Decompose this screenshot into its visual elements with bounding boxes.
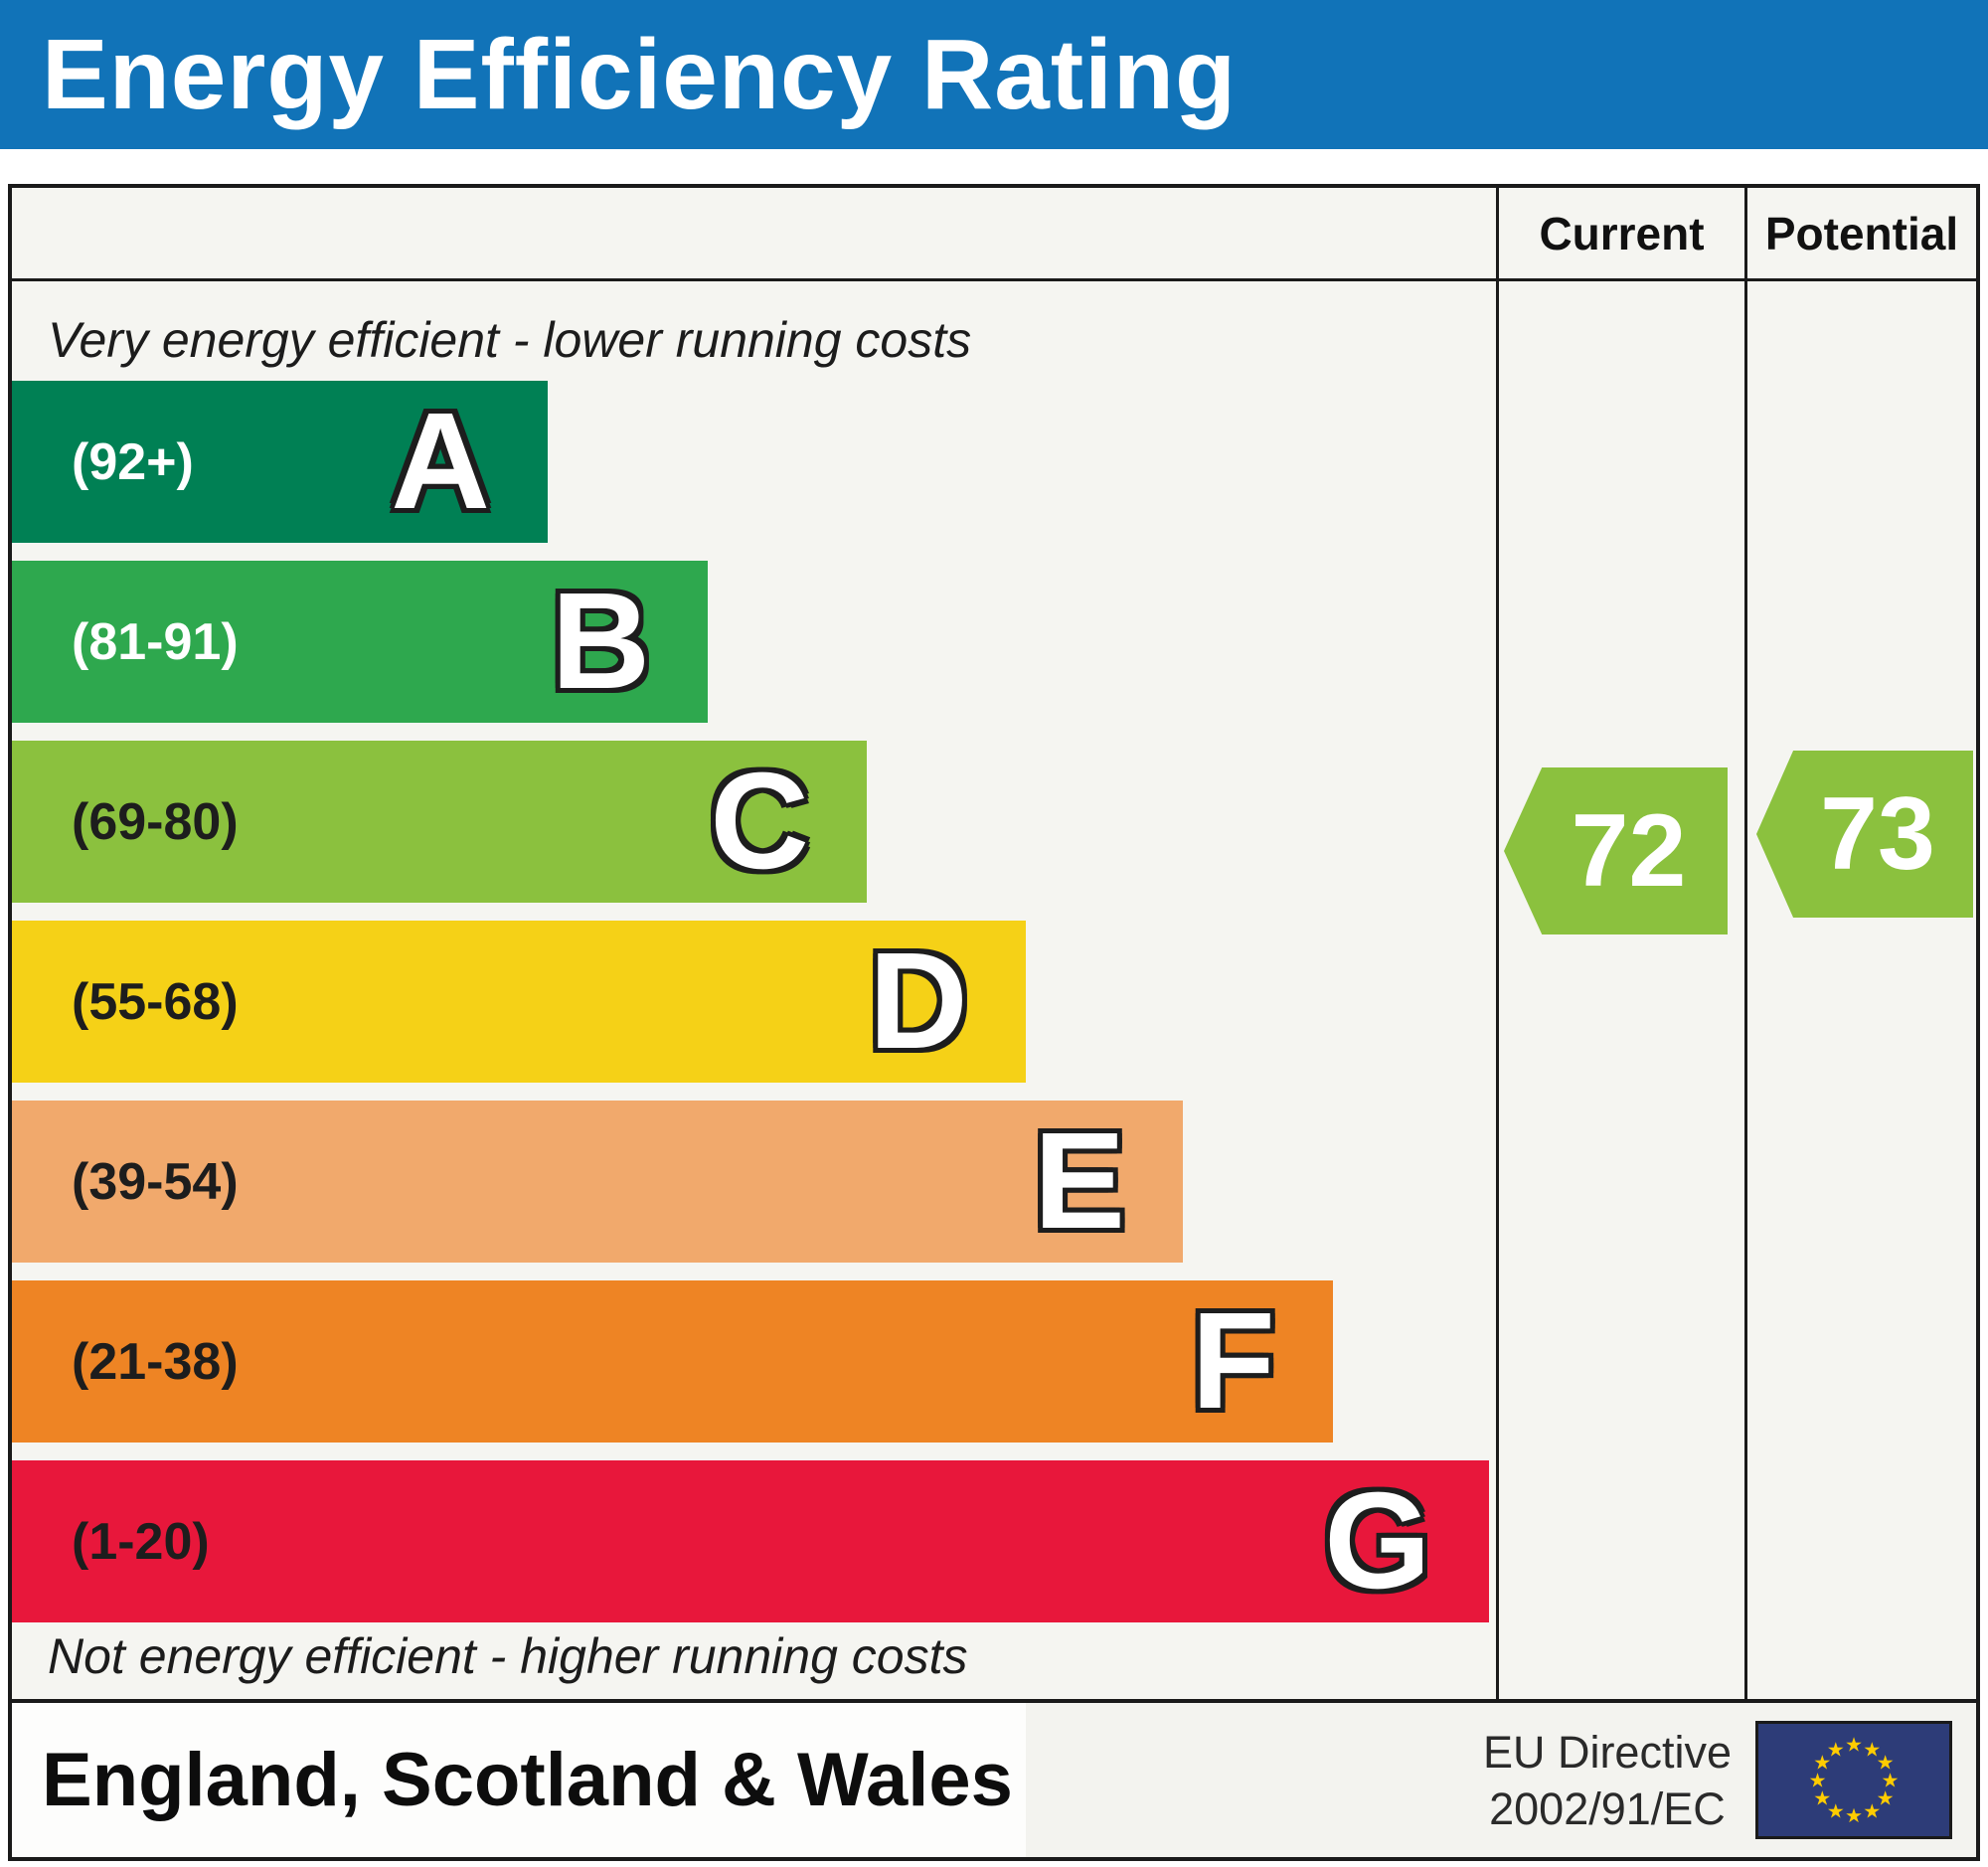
svg-text:★: ★: [1877, 1786, 1895, 1810]
current-rating-value: 72: [1571, 792, 1687, 909]
svg-text:★: ★: [1808, 1769, 1826, 1792]
svg-text:★: ★: [1845, 1803, 1863, 1827]
current-rating-marker: 72: [1504, 767, 1728, 934]
band-range-label: (1-20): [72, 1512, 210, 1571]
potential-column-header: Potential: [1747, 188, 1976, 281]
caption-top: Very energy efficient - lower running co…: [48, 312, 972, 368]
current-column-header: Current: [1499, 188, 1744, 281]
band-range-label: (69-80): [72, 792, 239, 851]
svg-text:★: ★: [1813, 1786, 1831, 1810]
svg-text:★: ★: [1881, 1769, 1899, 1792]
band-list: (92+) A (81-91) B (69-80) C (55-68) D (3…: [12, 381, 1496, 1640]
band-letter: A: [391, 385, 490, 538]
chart-body: Very energy efficient - lower running co…: [12, 281, 1496, 1699]
band-bar: (69-80) C: [12, 741, 867, 903]
band-bar: (39-54) E: [12, 1101, 1183, 1263]
svg-text:★: ★: [1877, 1751, 1895, 1775]
potential-column-body: 73: [1747, 281, 1976, 1699]
band-letter: E: [1033, 1104, 1125, 1258]
svg-text:★: ★: [1863, 1738, 1881, 1762]
band-range-label: (39-54): [72, 1152, 239, 1211]
eu-directive-line2: 2002/91/EC: [1489, 1782, 1726, 1834]
band-range-label: (81-91): [72, 612, 239, 671]
svg-text:★: ★: [1845, 1733, 1863, 1757]
band-bar: (92+) A: [12, 381, 548, 543]
band-bar: (1-20) G: [12, 1460, 1489, 1622]
band-row: (69-80) C: [12, 741, 1496, 903]
rating-table: Very energy efficient - lower running co…: [8, 184, 1980, 1703]
band-row: (55-68) D: [12, 921, 1496, 1083]
title-bar: Energy Efficiency Rating: [0, 0, 1988, 149]
band-bar: (21-38) F: [12, 1280, 1333, 1443]
band-letter: G: [1324, 1464, 1431, 1617]
band-letter: B: [551, 565, 651, 718]
band-letter: F: [1191, 1284, 1275, 1438]
band-row: (21-38) F: [12, 1280, 1496, 1443]
band-letter: D: [869, 925, 968, 1078]
band-row: (81-91) B: [12, 561, 1496, 723]
caption-bottom: Not energy efficient - higher running co…: [48, 1628, 968, 1684]
band-letter: C: [710, 745, 809, 898]
potential-rating-value: 73: [1820, 775, 1935, 892]
potential-rating-marker: 73: [1756, 751, 1973, 918]
region-label: England, Scotland & Wales: [12, 1703, 1026, 1857]
current-column: Current 72: [1496, 188, 1744, 1699]
svg-text:★: ★: [1863, 1799, 1881, 1823]
band-range-label: (92+): [72, 432, 194, 491]
footer-directive-area: EU Directive 2002/91/EC ★ ★ ★ ★ ★ ★ ★ ★ …: [1026, 1703, 1976, 1857]
page-title: Energy Efficiency Rating: [42, 18, 1238, 130]
current-column-body: 72: [1499, 281, 1744, 1699]
potential-column: Potential 73: [1744, 188, 1976, 1699]
footer: England, Scotland & Wales EU Directive 2…: [8, 1703, 1980, 1861]
band-range-label: (21-38): [72, 1332, 239, 1391]
band-row: (1-20) G: [12, 1460, 1496, 1622]
svg-text:★: ★: [1827, 1799, 1845, 1823]
band-row: (92+) A: [12, 381, 1496, 543]
band-row: (39-54) E: [12, 1101, 1496, 1263]
eu-directive-text: EU Directive 2002/91/EC: [1483, 1724, 1732, 1837]
eu-directive-line1: EU Directive: [1482, 1726, 1732, 1778]
svg-text:★: ★: [1827, 1738, 1845, 1762]
band-bar: (81-91) B: [12, 561, 709, 723]
svg-text:★: ★: [1813, 1751, 1831, 1775]
band-bar: (55-68) D: [12, 921, 1026, 1083]
eu-flag-icon: ★ ★ ★ ★ ★ ★ ★ ★ ★ ★ ★ ★: [1755, 1721, 1952, 1839]
band-range-label: (55-68): [72, 972, 239, 1031]
chart-column: Very energy efficient - lower running co…: [12, 188, 1496, 1699]
chart-column-header-spacer: [12, 188, 1496, 281]
